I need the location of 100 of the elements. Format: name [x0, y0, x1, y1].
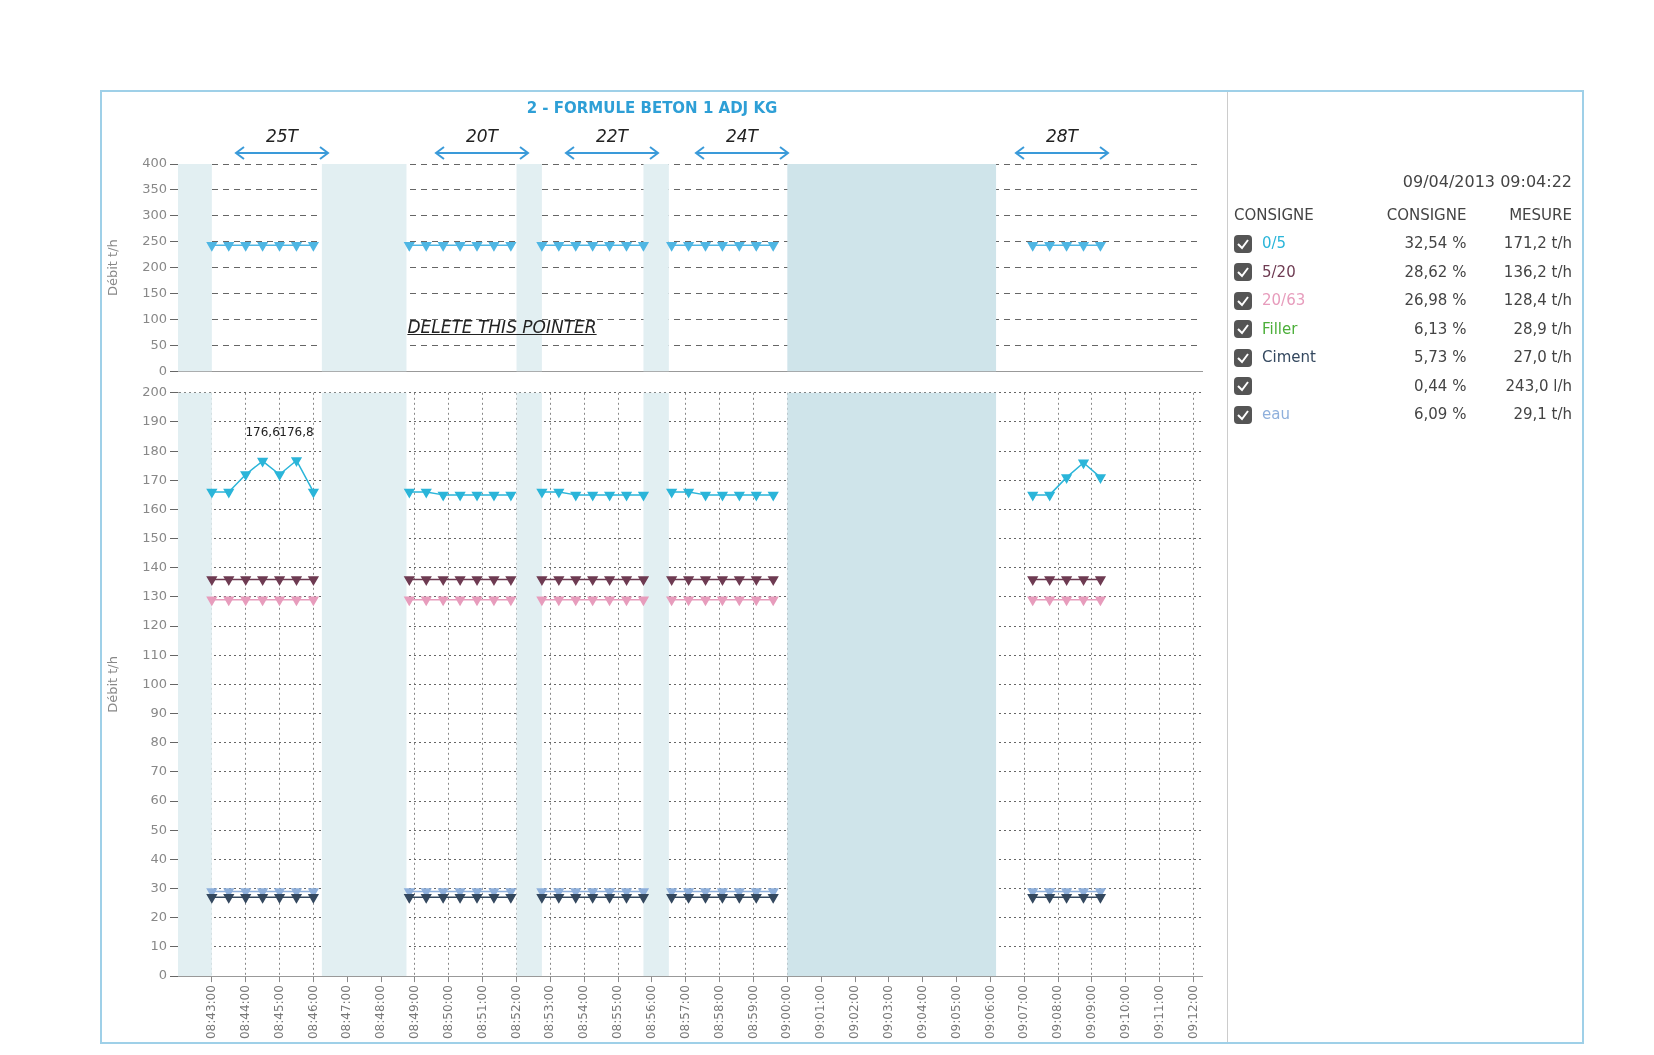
point: [1044, 491, 1055, 501]
point: [768, 491, 779, 501]
point: [471, 576, 483, 586]
x-tick-label: 08:50:00: [440, 985, 455, 1040]
text: 136,2 t/h: [1502, 261, 1573, 283]
x-tick-label: 08:59:00: [745, 985, 760, 1040]
point: [1095, 474, 1106, 484]
y-tick-label: 160: [142, 500, 167, 516]
point: [734, 894, 745, 904]
point: [587, 576, 598, 586]
point: [1078, 596, 1089, 606]
point: [1061, 894, 1072, 904]
point: [471, 894, 483, 904]
point: [1027, 596, 1038, 606]
point: [257, 457, 268, 467]
point: [621, 894, 632, 904]
point: [717, 491, 728, 501]
text: 0,44 %: [1413, 375, 1468, 397]
point: [223, 894, 234, 904]
point: [240, 471, 251, 481]
point: [700, 576, 711, 586]
point: [438, 576, 449, 586]
x-tick-label: 08:56:00: [644, 985, 659, 1040]
chart-title: 2 - FORMULE BETON 1 ADJ KG: [526, 98, 778, 117]
point: [536, 894, 547, 904]
point: [257, 596, 268, 606]
point: [257, 576, 268, 586]
point: [604, 491, 615, 501]
point: [638, 491, 649, 501]
text: 28,9 t/h: [1512, 318, 1573, 340]
point: [488, 491, 500, 501]
text: 25T: [265, 126, 300, 146]
point: [223, 576, 234, 586]
x-tick-label: 08:58:00: [711, 985, 726, 1040]
point: [505, 596, 516, 606]
annotation: DELETE THIS POINTER: [406, 317, 598, 337]
point: [751, 894, 762, 904]
point: [438, 491, 449, 501]
x-tick-label: 09:12:00: [1185, 985, 1200, 1040]
point: [308, 596, 319, 606]
point: [404, 488, 415, 498]
data-label: 176,8: [279, 424, 314, 439]
point: [621, 576, 632, 586]
y-tick-label: 40: [150, 850, 167, 866]
point: [421, 576, 432, 586]
y-tick-label: 110: [142, 646, 167, 662]
point: [734, 596, 745, 606]
y-tick-label: 130: [142, 588, 167, 604]
point: [604, 894, 615, 904]
x-tick-label: 09:07:00: [1016, 985, 1031, 1040]
point: [666, 488, 677, 498]
point: [274, 471, 285, 481]
y-tick-label: 0: [158, 362, 167, 378]
point: [751, 576, 762, 586]
point: [621, 596, 632, 606]
y-tick-label: 300: [142, 207, 167, 223]
point: [455, 894, 466, 904]
category-label: 5/20: [1262, 262, 1296, 281]
y-tick-label: 190: [142, 413, 167, 429]
point: [638, 576, 649, 586]
text: 6,13 %: [1413, 318, 1468, 340]
x-tick-label: 08:44:00: [237, 985, 252, 1040]
point: [700, 894, 711, 904]
point: [1027, 576, 1038, 586]
point: [505, 576, 516, 586]
point: [455, 491, 466, 501]
x-tick-label: 09:10:00: [1117, 985, 1132, 1040]
point: [1078, 894, 1089, 904]
text: CONSIGNE: [1385, 205, 1468, 226]
point: [471, 596, 483, 606]
x-tick-label: 09:03:00: [881, 985, 895, 1040]
point: [455, 596, 466, 606]
text: 20T: [465, 126, 500, 146]
text: 09/04/2013 09:04:22: [1401, 172, 1573, 191]
point: [274, 596, 285, 606]
point: [604, 596, 615, 606]
point: [638, 894, 649, 904]
point: [536, 488, 547, 498]
x-tick-label: 08:57:00: [677, 985, 692, 1040]
x-tick-label: 09:05:00: [948, 985, 963, 1040]
point: [257, 894, 268, 904]
text: 128,4 t/h: [1502, 290, 1573, 312]
point: [404, 576, 415, 586]
point: [734, 491, 745, 501]
text: 171,2 t/h: [1502, 233, 1573, 255]
category-label: 0/5: [1262, 234, 1287, 252]
point: [734, 576, 745, 586]
point: [717, 596, 728, 606]
point: [768, 894, 779, 904]
x-tick-label: 09:04:00: [914, 985, 929, 1040]
point: [700, 491, 711, 501]
point: [240, 894, 251, 904]
point: [1027, 894, 1038, 904]
point: [505, 894, 516, 904]
point: [206, 596, 217, 606]
y-tick-label: 250: [142, 233, 167, 249]
point: [638, 596, 649, 606]
point: [587, 894, 598, 904]
point: [536, 576, 547, 586]
y-tick-label: 200: [142, 384, 167, 400]
